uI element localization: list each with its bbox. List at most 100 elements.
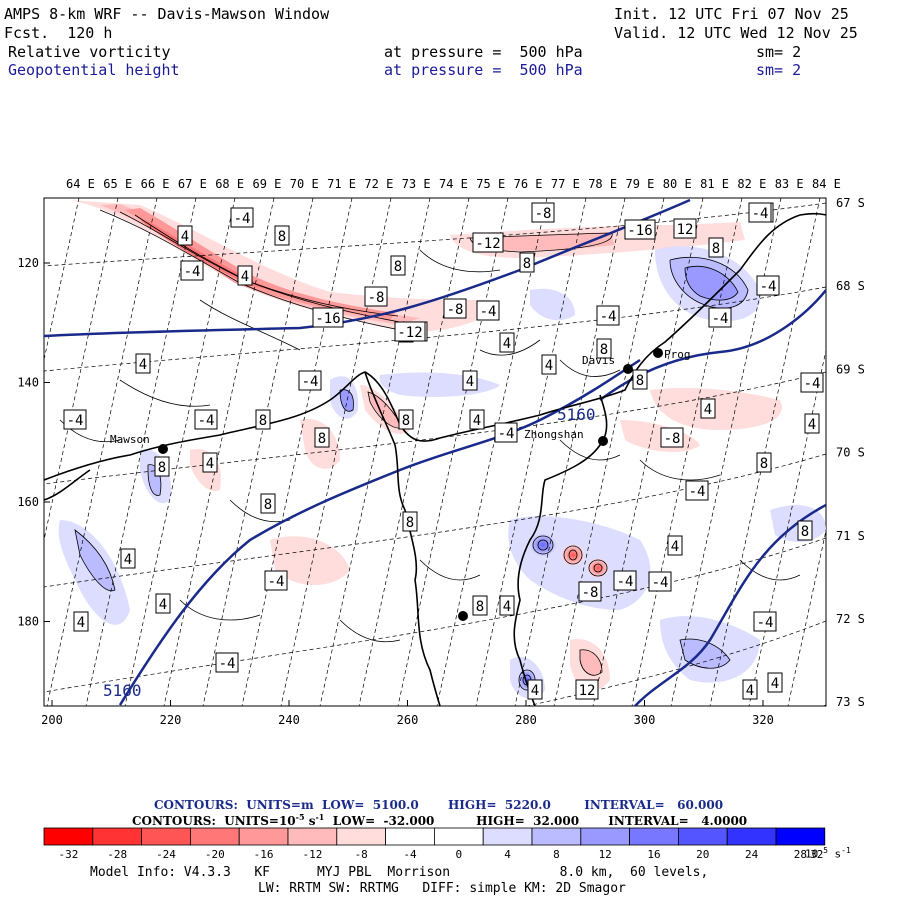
colorbar-swatch [433, 827, 484, 846]
x-tick-label: 280 [515, 713, 537, 727]
colorbar-label: 20 [696, 848, 709, 861]
vorticity-contour-label: 4 [527, 679, 543, 700]
longitude-label: 73 E [402, 177, 431, 191]
longitude-label: 81 E [700, 177, 729, 191]
svg-text:-4: -4 [198, 413, 215, 429]
vorticity-contour-label: -4 [596, 305, 620, 326]
colorbar-label: 16 [647, 848, 660, 861]
colorbar-label: 24 [745, 848, 759, 861]
field1-level: at pressure = 500 hPa [384, 43, 583, 61]
latitude-label: 71 S [836, 529, 865, 543]
svg-text:-4: -4 [480, 304, 497, 320]
svg-text:-8: -8 [535, 206, 552, 222]
vorticity-contour-label: 8 [797, 520, 813, 541]
colorbar-label: -4 [403, 848, 417, 861]
colorbar-swatch [726, 827, 777, 846]
init-time: Init. 12 UTC Fri 07 Nov 25 [614, 5, 849, 23]
vorticity-contour-label: -4 [215, 652, 239, 673]
latitude-label: 67 S [836, 196, 865, 210]
field1-smoothing: sm= 2 [756, 43, 802, 61]
svg-text:8: 8 [318, 431, 326, 447]
vorticity-contour-label: 8 [154, 456, 170, 477]
colorbar-swatch [629, 827, 679, 846]
x-tick-label: 300 [634, 713, 656, 727]
field2-level: at pressure = 500 hPa [384, 61, 583, 79]
svg-text:4: 4 [503, 336, 511, 352]
colorbar-label: -16 [254, 848, 274, 861]
svg-text:4: 4 [545, 358, 553, 374]
vorticity-contour-label: -8 [364, 286, 388, 307]
physics-info: LW: RRTM SW: RRTMG DIFF: simple KM: 2D S… [258, 881, 626, 896]
svg-text:-4: -4 [804, 376, 821, 392]
vorticity-contour-label: 4 [120, 548, 136, 569]
svg-text:-8: -8 [664, 431, 681, 447]
svg-text:-4: -4 [617, 574, 634, 590]
x-tick-label: 220 [160, 713, 182, 727]
svg-text:8: 8 [712, 241, 720, 257]
vorticity-contour-label: 8 [398, 409, 414, 430]
svg-text:-4: -4 [600, 309, 617, 325]
svg-text:-4: -4 [268, 574, 285, 590]
svg-text:-4: -4 [234, 211, 251, 227]
svg-text:-16: -16 [315, 311, 340, 327]
vorticity-contour-label: 4 [73, 611, 89, 632]
svg-text:4: 4 [77, 615, 85, 631]
vorticity-contour-label: 4 [202, 452, 218, 473]
vorticity-contour-label: 12 [575, 679, 599, 700]
colorbar-label: 28 [794, 848, 807, 861]
svg-text:-4: -4 [219, 656, 236, 672]
svg-text:8: 8 [636, 373, 644, 389]
valid-time: Valid. 12 UTC Wed 12 Nov 25 [614, 24, 858, 42]
svg-text:-12: -12 [397, 325, 422, 341]
vorticity-contour-label: -4 [753, 611, 777, 632]
svg-text:8: 8 [600, 342, 608, 358]
y-tick-label: 120 [17, 256, 39, 270]
vorticity-contour-label: 8 [632, 369, 648, 390]
svg-text:-16: -16 [627, 223, 652, 239]
longitude-label: 69 E [253, 177, 282, 191]
height-contour-info: CONTOURS: UNITS=m LOW= 5100.0 HIGH= 5220… [154, 798, 724, 812]
longitude-label: 84 E [812, 177, 841, 191]
svg-text:8: 8 [523, 256, 531, 272]
svg-text:4: 4 [771, 676, 779, 692]
field2-name: Geopotential height [8, 61, 180, 79]
longitude-label: 71 E [327, 177, 356, 191]
station-label-zhongshan: Zhongshan [524, 428, 584, 441]
vorticity-contour-label: 8 [390, 255, 406, 276]
field1-name: Relative vorticity [8, 43, 171, 61]
svg-text:12: 12 [677, 222, 694, 238]
colorbar-swatch [189, 827, 240, 846]
svg-text:4: 4 [139, 357, 147, 373]
vorticity-contour-label: 4 [499, 332, 515, 353]
colorbar-swatch [482, 827, 533, 846]
svg-text:8: 8 [278, 229, 286, 245]
longitude-label: 79 E [626, 177, 655, 191]
vorticity-contour-label: -4 [298, 370, 322, 391]
vorticity-contour-label: -4 [800, 372, 824, 393]
longitude-label: 76 E [514, 177, 543, 191]
colorbar-swatch [141, 827, 191, 846]
svg-text:-4: -4 [752, 206, 769, 222]
vorticity-contour-label: -8 [531, 202, 555, 223]
colorbar-swatch [92, 827, 143, 846]
forecast-hour: Fcst. 120 h [4, 24, 113, 42]
y-tick-label: 160 [17, 495, 39, 509]
svg-text:8: 8 [158, 460, 166, 476]
vorticity-contour-label: -4 [756, 275, 780, 296]
longitude-label: 66 E [141, 177, 170, 191]
longitude-label: 64 E [66, 177, 95, 191]
colorbar-label: -24 [156, 848, 176, 861]
vorticity-contour-label: 8 [519, 252, 535, 273]
latitude-label: 68 S [836, 279, 865, 293]
vorticity-contour-info: CONTOURS: UNITS=10-5 s-1 LOW= -32.000 HI… [132, 812, 748, 828]
field2-smoothing: sm= 2 [756, 61, 802, 79]
vorticity-contour-label: -4 [708, 307, 732, 328]
vorticity-contour-label: 8 [314, 427, 330, 448]
longitude-label: 83 E [775, 177, 804, 191]
svg-text:-4: -4 [498, 426, 515, 442]
vorticity-contour-label: -8 [443, 298, 467, 319]
x-tick-label: 320 [752, 713, 774, 727]
vorticity-contour-label: -4 [194, 409, 218, 430]
svg-text:12: 12 [579, 683, 596, 699]
